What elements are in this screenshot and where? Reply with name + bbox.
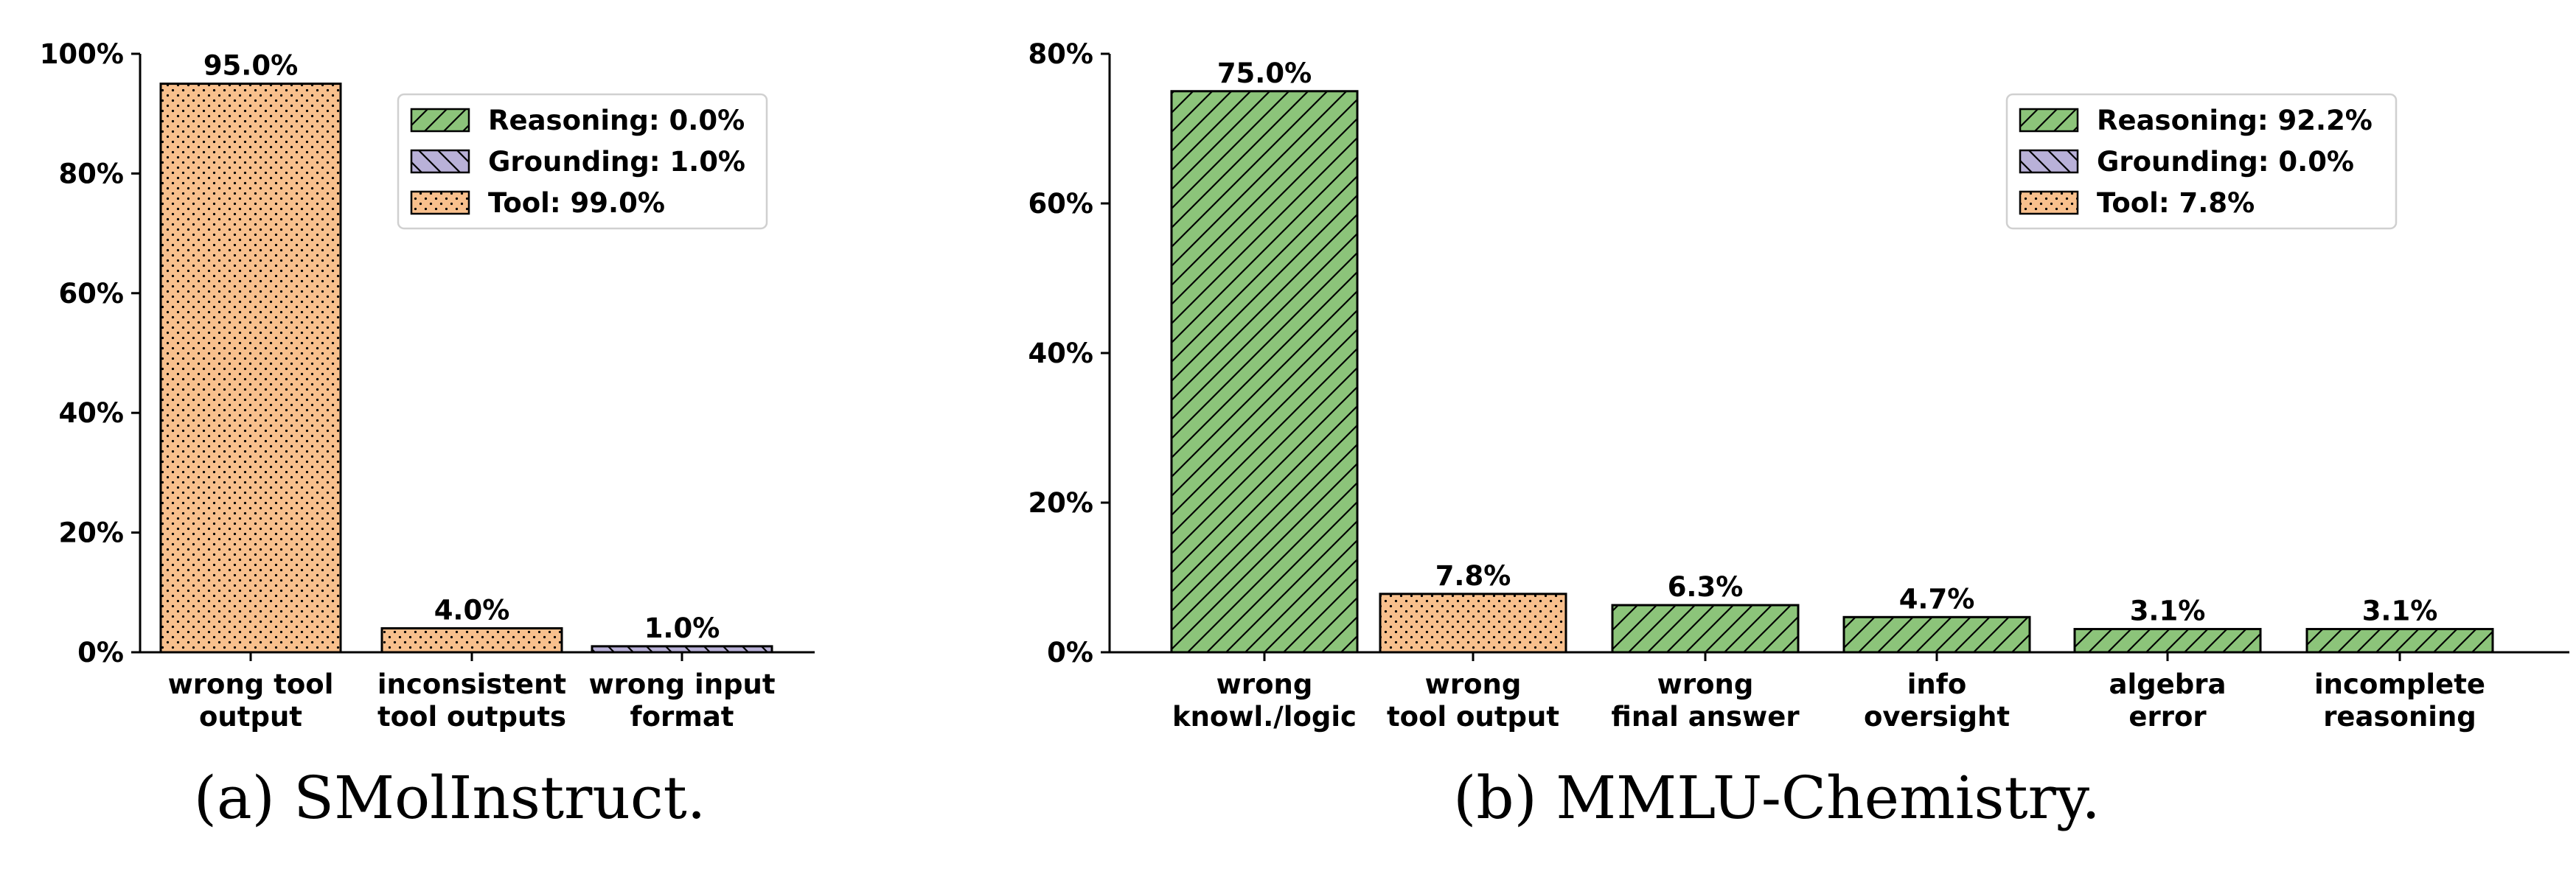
- y-tick-label: 20%: [58, 517, 124, 549]
- x-tick-label: info: [1907, 668, 1967, 700]
- y-tick-label: 0%: [77, 637, 124, 668]
- data-label-wrong-knowl-logic: 75.0%: [1217, 57, 1312, 89]
- legend-label-reasoning: Reasoning: 0.0%: [488, 105, 745, 136]
- legend-label-tool: Tool: 7.8%: [2097, 187, 2255, 219]
- legend-label-grounding: Grounding: 0.0%: [2097, 146, 2354, 178]
- y-tick-label: 100%: [40, 38, 124, 70]
- bar-wrong-tool-output: [159, 83, 342, 654]
- y-tick-label: 80%: [58, 158, 124, 189]
- x-tick-label: incomplete: [2314, 668, 2485, 700]
- figure-caption: (a) SMolInstruct.: [194, 764, 706, 832]
- x-tick-label: knowl./logic: [1172, 701, 1357, 733]
- y-tick-label: 20%: [1028, 487, 1093, 519]
- x-tick-label: wrong: [1216, 668, 1313, 700]
- x-tick-label: wrong: [1657, 668, 1754, 700]
- x-tick-label: final answer: [1611, 701, 1800, 733]
- data-label-incomplete-reasoning: 3.1%: [2362, 596, 2438, 627]
- x-tick-label: wrong: [1425, 668, 1522, 700]
- y-tick-label: 40%: [58, 397, 124, 429]
- x-tick-label: output: [199, 701, 302, 733]
- y-tick-label: 80%: [1028, 38, 1093, 70]
- data-label-wrong-tool-output: 95.0%: [203, 50, 298, 82]
- chart-panel-smolinstruct: 95.0% 4.0% 1.0% 0% 20% 40% 60% 80% 100% wrong too…: [40, 38, 815, 832]
- legend-label-reasoning: Reasoning: 92.2%: [2097, 105, 2373, 136]
- x-tick-label: inconsistent: [377, 668, 566, 700]
- x-tick-label: tool outputs: [377, 701, 566, 733]
- legend-swatch-tool: [2019, 190, 2079, 215]
- data-label-wrong-input-format: 1.0%: [644, 612, 720, 644]
- legend-frame: [397, 93, 768, 230]
- data-label-algebra-error: 3.1%: [2130, 596, 2206, 627]
- bar-wrong-final-answer: [1611, 604, 1800, 654]
- legend-swatch-grounding: [2019, 149, 2079, 174]
- data-label-info-oversight: 4.7%: [1899, 583, 1975, 615]
- legend: Reasoning: 0.0% Grounding: 1.0% Tool: 99.0…: [397, 93, 768, 230]
- legend-swatch-tool: [410, 190, 470, 215]
- figure-caption: (b) MMLU-Chemistry.: [1453, 764, 2100, 832]
- x-tick-label: wrong input: [588, 668, 775, 700]
- x-tick-label: wrong tool: [168, 668, 334, 700]
- legend-swatch-reasoning: [410, 108, 470, 133]
- x-tick-label: tool output: [1387, 701, 1559, 733]
- y-tick-label: 0%: [1047, 637, 1093, 668]
- data-label-wrong-tool-output: 7.8%: [1435, 560, 1511, 592]
- bar-wrong-knowl-logic: [1170, 90, 1359, 654]
- legend-swatch-grounding: [410, 149, 470, 174]
- legend-swatch-reasoning: [2019, 108, 2079, 133]
- x-tick-label: format: [630, 701, 734, 733]
- x-tick-label: error: [2128, 701, 2207, 733]
- bar-incomplete-reasoning: [2305, 628, 2494, 654]
- legend: Reasoning: 92.2% Grounding: 0.0% Tool: 7.8…: [2005, 93, 2398, 230]
- legend-frame: [2005, 93, 2398, 230]
- legend-label-grounding: Grounding: 1.0%: [488, 146, 745, 178]
- x-tick-label: algebra: [2109, 668, 2227, 700]
- y-tick-label: 40%: [1028, 338, 1093, 369]
- x-tick-label: reasoning: [2323, 701, 2476, 733]
- chart-panel-mmlu-chemistry: 75.0% 7.8% 6.3% 4.7% 3.1% 3.1% 0% 20% 40% 60% 80% w…: [1028, 38, 2569, 832]
- y-tick-label: 60%: [1028, 188, 1093, 220]
- legend-label-tool: Tool: 99.0%: [488, 187, 665, 219]
- bar-algebra-error: [2073, 628, 2262, 654]
- bar-info-oversight: [1842, 615, 2031, 654]
- bar-inconsistent-tool-outputs: [380, 627, 563, 654]
- x-tick-label: oversight: [1864, 701, 2010, 733]
- y-tick-label: 60%: [58, 278, 124, 310]
- data-label-inconsistent-tool-outputs: 4.0%: [434, 595, 510, 626]
- data-label-wrong-final-answer: 6.3%: [1668, 571, 1744, 603]
- bar-wrong-tool-output: [1379, 593, 1567, 654]
